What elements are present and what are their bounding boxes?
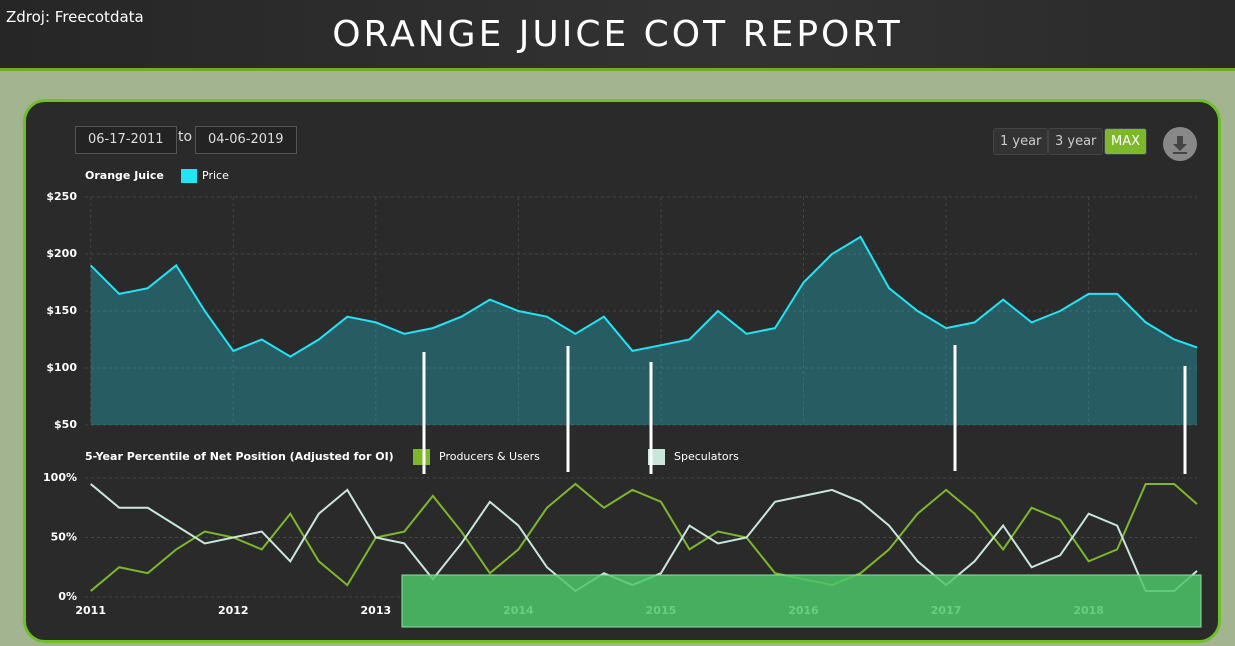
- date-from[interactable]: 06-17-2011: [75, 126, 177, 154]
- page-title: ORANGE JUICE COT REPORT: [332, 14, 903, 55]
- y-tick-label: 50%: [51, 531, 77, 544]
- y-tick-label: 0%: [58, 590, 77, 603]
- x-tick-label: 2016: [788, 604, 819, 617]
- to-label: to: [178, 129, 193, 145]
- area-fill: [90, 236, 1198, 425]
- y-tick-label: $100: [46, 361, 77, 374]
- y-tick-label: $150: [46, 304, 77, 317]
- range-button[interactable]: MAX: [1104, 128, 1148, 155]
- legend-label: Speculators: [674, 450, 739, 463]
- price-line: [89, 235, 1198, 358]
- range-button[interactable]: 3 year: [1048, 128, 1104, 155]
- x-tick-label: 2011: [75, 604, 106, 617]
- top-bar: [0, 0, 1235, 71]
- x-tick-label: 2013: [361, 604, 392, 617]
- series-line: [90, 482, 1198, 592]
- y-tick-label: $50: [54, 418, 77, 431]
- icon-shape: [1173, 136, 1187, 154]
- x-tick-label: 2017: [931, 604, 962, 617]
- legend-label: Producers & Users: [439, 450, 540, 463]
- date-to[interactable]: 04-06-2019: [195, 126, 297, 154]
- y-tick-label: $250: [46, 190, 77, 203]
- legend-swatch: [181, 169, 197, 183]
- chart-label: Orange Juice: [85, 169, 164, 182]
- chart-title: 5-Year Percentile of Net Position (Adjus…: [85, 450, 394, 463]
- source: Zdroj: Freecotdata: [6, 8, 144, 26]
- download-icon: [1173, 136, 1187, 154]
- legend-swatch: [648, 449, 665, 465]
- x-tick-label: 2014: [503, 604, 534, 617]
- download-button[interactable]: [1163, 127, 1197, 161]
- x-tick-label: 2018: [1073, 604, 1104, 617]
- y-tick-label: 100%: [43, 471, 77, 484]
- y-tick-label: $200: [46, 247, 77, 260]
- legend-swatch: [413, 449, 430, 465]
- x-tick-label: 2012: [218, 604, 249, 617]
- x-tick-label: 2015: [646, 604, 677, 617]
- range-button[interactable]: 1 year: [993, 128, 1049, 155]
- legend-label: Price: [202, 169, 229, 182]
